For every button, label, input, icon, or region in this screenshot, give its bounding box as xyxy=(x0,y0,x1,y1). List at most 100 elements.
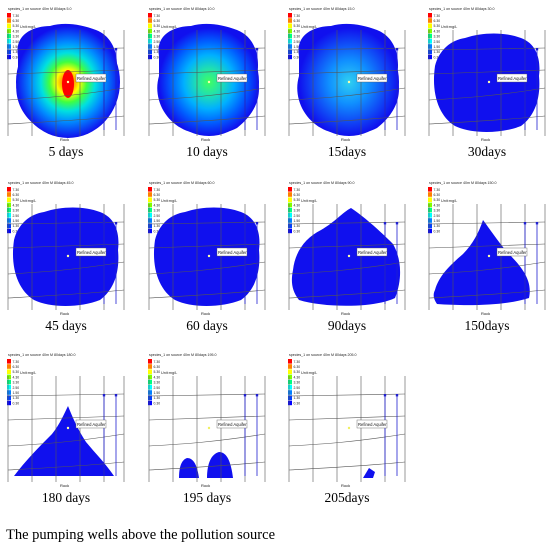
contaminant-plume xyxy=(14,406,114,476)
contaminant-plume xyxy=(12,207,119,306)
well-head xyxy=(243,222,247,225)
panel-title: species_1 on source 40m M 80days 15.0 xyxy=(289,7,355,11)
figure-caption: The pumping wells above the pollution so… xyxy=(6,527,276,543)
legend-swatch xyxy=(428,192,432,197)
legend-value: 1.50 xyxy=(13,391,20,395)
panel-title: species_1 on source 40m M 80days 60.0 xyxy=(149,181,215,185)
color-legend: 7.306.305.304.30 3.302.501.501.300.30 xyxy=(7,359,19,405)
simulation-panel: species_1 on source 40m M 80days 60.0 Uni… xyxy=(145,178,269,338)
source-point xyxy=(347,80,351,84)
legend-swatch xyxy=(7,400,11,406)
legend-value: 1.50 xyxy=(13,45,20,49)
legend-value: 4.30 xyxy=(294,203,301,207)
rock-label: Rock xyxy=(201,311,210,316)
unit-label: Unit:mg/L xyxy=(441,25,457,29)
legend-swatch xyxy=(288,379,292,385)
legend-value: 1.30 xyxy=(154,396,161,400)
pumping-wells xyxy=(523,48,539,130)
legend-swatch xyxy=(7,44,11,49)
legend-value: 1.50 xyxy=(154,391,161,395)
legend-swatch xyxy=(428,39,432,44)
pumping-wells xyxy=(383,394,399,476)
aquifer-label: Refined Aquifer xyxy=(218,422,247,427)
legend-swatch xyxy=(148,385,152,390)
panel-time-label: 5 days xyxy=(48,144,84,159)
color-legend: 7.306.305.304.30 3.302.501.501.300.30 xyxy=(7,13,19,59)
legend-value: 2.50 xyxy=(154,214,161,218)
legend-value: 0.30 xyxy=(13,55,20,59)
simulation-panel: species_1 on source 40m M 80days 195.0 Un… xyxy=(145,350,269,510)
legend-value: 1.50 xyxy=(294,45,301,49)
well-head xyxy=(395,48,399,51)
rock-label: Rock xyxy=(60,137,69,142)
legend-swatch xyxy=(288,197,292,202)
plume-map: species_1 on source 40m M 80days 195.0 Un… xyxy=(148,353,266,488)
legend-value: 5.30 xyxy=(154,370,161,374)
unit-label: Unit:mg/L xyxy=(301,25,317,29)
plume-blob-right xyxy=(207,452,233,478)
legend-value: 5.30 xyxy=(13,198,20,202)
legend-swatch xyxy=(288,385,292,390)
legend-value: 5.30 xyxy=(294,198,301,202)
well-head xyxy=(243,48,247,51)
rock-label: Rock xyxy=(60,483,69,488)
legend-swatch xyxy=(288,218,292,223)
plume-area xyxy=(14,406,114,476)
unit-label: Unit:mg/L xyxy=(20,25,36,29)
legend-swatch xyxy=(7,395,11,400)
color-legend: 7.306.305.304.30 3.302.501.501.300.30 xyxy=(148,13,160,59)
legend-value: 3.30 xyxy=(154,35,161,39)
legend-swatch xyxy=(148,228,152,234)
legend-value: 7.30 xyxy=(154,188,161,192)
legend-swatch xyxy=(288,54,292,60)
legend-value: 1.50 xyxy=(434,45,441,49)
legend-value: 6.30 xyxy=(13,193,20,197)
source-point xyxy=(66,254,70,258)
well-head xyxy=(395,222,399,225)
pumping-wells xyxy=(102,48,118,130)
plume-area xyxy=(363,468,375,478)
legend-value: 0.30 xyxy=(154,229,161,233)
legend-swatch xyxy=(148,54,152,60)
pumping-wells xyxy=(243,48,259,130)
model-grid xyxy=(7,204,125,310)
legend-value: 5.30 xyxy=(154,24,161,28)
legend-swatch xyxy=(288,33,292,39)
legend-value: 3.30 xyxy=(13,381,20,385)
legend-swatch xyxy=(7,39,11,44)
legend-swatch xyxy=(7,13,11,18)
legend-swatch xyxy=(288,369,292,374)
legend-value: 4.30 xyxy=(13,375,20,379)
panel-title: species_1 on source 40m M 80days 30.0 xyxy=(429,7,495,11)
rock-label: Rock xyxy=(341,137,350,142)
color-legend: 7.306.305.304.30 3.302.501.501.300.30 xyxy=(428,187,440,233)
peak-concentration-core xyxy=(62,70,74,98)
legend-swatch xyxy=(7,192,11,197)
simulation-panel: species_1 on source 40m M 80days 15.0 Uni… xyxy=(285,4,409,164)
legend-value: 5.30 xyxy=(13,370,20,374)
model-grid xyxy=(428,30,546,136)
legend-swatch xyxy=(148,218,152,223)
legend-swatch xyxy=(288,192,292,197)
panel-time-label: 60 days xyxy=(186,318,228,333)
plume-area xyxy=(433,33,540,132)
model-grid xyxy=(148,204,266,310)
legend-swatch xyxy=(288,18,292,23)
legend-value: 1.50 xyxy=(294,391,301,395)
legend-swatch xyxy=(148,400,152,406)
well-head xyxy=(523,222,527,225)
legend-swatch xyxy=(428,207,432,213)
legend-value: 7.30 xyxy=(434,14,441,18)
simulation-panel: species_1 on source 40m M 80days 180.0 Un… xyxy=(4,350,128,510)
plume-area xyxy=(12,207,119,306)
rock-label: Rock xyxy=(60,311,69,316)
legend-value: 0.30 xyxy=(154,401,161,405)
legend-value: 0.30 xyxy=(13,401,20,405)
legend-value: 6.30 xyxy=(154,193,161,197)
unit-label: Unit:mg/L xyxy=(301,371,317,375)
plume-map: species_1 on source 40m M 80days 205.0 Un… xyxy=(288,353,406,488)
simulation-panel: species_1 on source 40m M 80days 45.0 Uni… xyxy=(4,178,128,338)
legend-swatch xyxy=(428,213,432,218)
legend-swatch xyxy=(7,385,11,390)
